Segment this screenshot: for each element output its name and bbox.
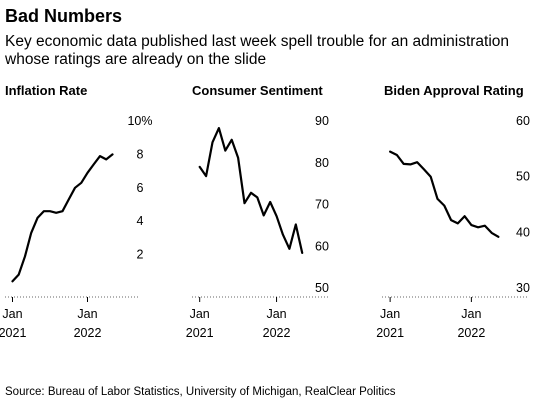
panel-title-consumer-sentiment: Consumer Sentiment [192,83,323,98]
consumer-sentiment-y-tick-label: 60 [315,239,329,253]
biden-approval-x-tick-label-month: Jan [461,307,481,321]
inflation-y-tick-label: 8 [137,147,144,161]
panel-title-inflation: Inflation Rate [5,83,88,98]
inflation-y-tick-label: 2 [137,248,144,262]
inflation-y-tick-label: 10% [127,114,152,128]
consumer-sentiment-y-tick-label: 50 [315,281,329,295]
biden-approval-y-tick-label: 30 [516,281,530,295]
consumer-sentiment-y-tick-label: 90 [315,114,329,128]
chart-title: Bad Numbers [5,6,123,26]
consumer-sentiment-y-tick-label: 70 [315,198,329,212]
consumer-sentiment-x-tick-label-year: 2021 [186,326,214,340]
consumer-sentiment-x-tick-label-year: 2022 [263,326,291,340]
source-note: Source: Bureau of Labor Statistics, Univ… [5,386,396,398]
consumer-sentiment-x-tick-label-month: Jan [266,307,286,321]
biden-approval-y-tick-label: 60 [516,114,530,128]
inflation-y-tick-label: 6 [137,181,144,195]
biden-approval-x-tick-label-month: Jan [380,307,400,321]
chart-subtitle: Key economic data published last week sp… [5,33,510,68]
biden-approval-x-tick-label-year: 2022 [457,326,485,340]
biden-approval-y-tick-label: 40 [516,225,530,239]
inflation-x-tick-label-month: Jan [2,307,22,321]
inflation-series-line [11,153,114,283]
biden-approval-series-line [389,150,500,238]
biden-approval-x-tick-label-year: 2021 [376,326,404,340]
panel-title-biden-approval: Biden Approval Rating [384,83,524,98]
inflation-x-tick-label-year: 2022 [74,326,102,340]
consumer-sentiment-series-line [198,127,304,254]
inflation-x-tick-label-month: Jan [77,307,97,321]
inflation-x-tick-label-year: 2021 [0,326,26,340]
inflation-y-tick-label: 4 [137,214,144,228]
consumer-sentiment-y-tick-label: 80 [315,156,329,170]
consumer-sentiment-x-tick-label-month: Jan [190,307,210,321]
biden-approval-y-tick-label: 50 [516,170,530,184]
